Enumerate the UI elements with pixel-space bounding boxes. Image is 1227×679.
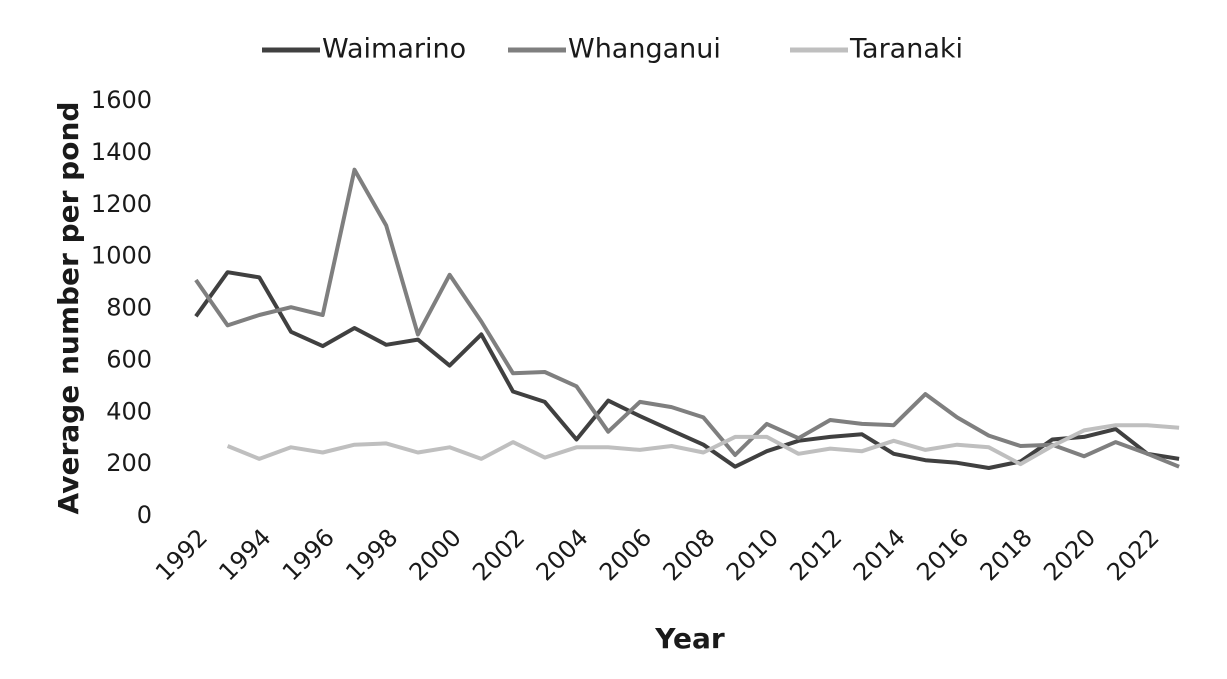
line-series xyxy=(194,167,1180,469)
line-series xyxy=(226,423,1180,467)
legend-label: Taranaki xyxy=(849,34,963,65)
x-axis-title: Year xyxy=(654,622,725,655)
y-tick-label: 600 xyxy=(106,345,152,373)
y-tick-label: 400 xyxy=(106,397,152,425)
y-tick-label: 800 xyxy=(106,294,152,322)
y-tick-label: 1000 xyxy=(91,242,152,270)
y-tick-label: 200 xyxy=(106,449,152,477)
y-tick-label: 1400 xyxy=(91,138,152,166)
y-axis-title: Average number per pond xyxy=(52,102,85,515)
legend-label: Waimarino xyxy=(322,34,466,65)
y-tick-label: 1600 xyxy=(91,86,152,114)
y-tick-label: 0 xyxy=(137,501,152,529)
y-tick-label: 1200 xyxy=(91,190,152,218)
legend-label: Whanganui xyxy=(568,34,721,65)
